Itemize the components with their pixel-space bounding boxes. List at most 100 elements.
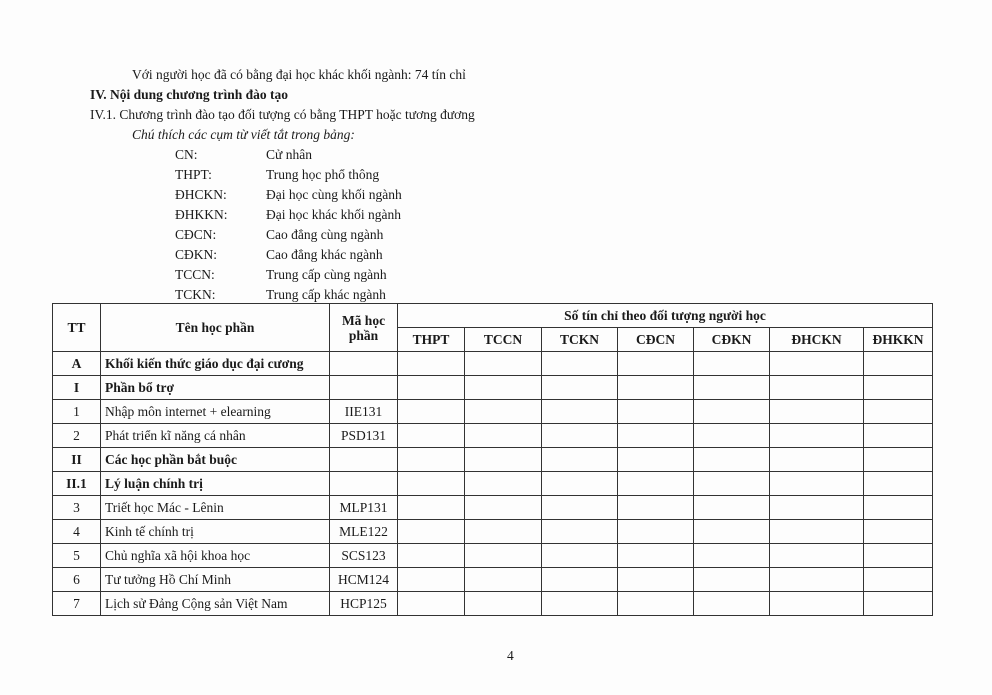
credit-cell xyxy=(541,591,618,616)
row-code: IIE131 xyxy=(329,399,398,424)
legend-meaning: Trung cấp khác ngành xyxy=(266,287,386,302)
credit-cell xyxy=(863,423,933,448)
intro-line: Với người học đã có bằng đại học khác kh… xyxy=(132,67,466,82)
credit-cell xyxy=(863,591,933,616)
table-row: II Các học phần bắt buộc xyxy=(52,447,933,472)
credit-cell xyxy=(617,567,694,592)
header-credits-group: Số tín chỉ theo đối tượng người học xyxy=(397,303,933,328)
row-tt: 3 xyxy=(52,495,101,520)
credit-cell xyxy=(769,471,864,496)
credit-cell xyxy=(464,351,542,376)
credit-cell xyxy=(863,375,933,400)
row-tt: 7 xyxy=(52,591,101,616)
credit-cell xyxy=(863,471,933,496)
row-code xyxy=(329,471,398,496)
header-credit-col: CĐKN xyxy=(693,327,770,352)
header-credit-col: TCKN xyxy=(541,327,618,352)
credit-cell xyxy=(397,495,465,520)
table-row: 6 Tư tưởng Hồ Chí Minh HCM124 xyxy=(52,567,933,592)
row-tt: II xyxy=(52,447,101,472)
credit-cell xyxy=(464,519,542,544)
credit-cell xyxy=(769,447,864,472)
credit-cell xyxy=(693,471,770,496)
table-row: 3 Triết học Mác - Lênin MLP131 xyxy=(52,495,933,520)
table-row: A Khối kiến thức giáo dục đại cương xyxy=(52,351,933,376)
credit-cell xyxy=(769,495,864,520)
row-tt: I xyxy=(52,375,101,400)
header-tt: TT xyxy=(52,303,101,352)
credit-cell xyxy=(541,447,618,472)
credit-cell xyxy=(541,519,618,544)
curriculum-table: TT Tên học phần Mã học phần Số tín chỉ t… xyxy=(52,303,933,616)
legend-abbr: TCCN: xyxy=(175,267,215,282)
credit-cell xyxy=(863,399,933,424)
row-name: Phần bổ trợ xyxy=(100,375,330,400)
header-code: Mã học phần xyxy=(329,303,398,352)
row-tt: 2 xyxy=(52,423,101,448)
legend-meaning: Cao đẳng khác ngành xyxy=(266,247,383,262)
credit-cell xyxy=(693,591,770,616)
credit-cell xyxy=(693,567,770,592)
credit-cell xyxy=(464,447,542,472)
table-row: 5 Chủ nghĩa xã hội khoa học SCS123 xyxy=(52,543,933,568)
credit-cell xyxy=(693,399,770,424)
credit-cell xyxy=(863,567,933,592)
table-row: 7 Lịch sử Đảng Cộng sản Việt Nam HCP125 xyxy=(52,591,933,616)
credit-cell xyxy=(464,423,542,448)
table-row: 1 Nhập môn internet + elearning IIE131 xyxy=(52,399,933,424)
legend-meaning: Cao đẳng cùng ngành xyxy=(266,227,384,242)
credit-cell xyxy=(617,447,694,472)
credit-cell xyxy=(693,495,770,520)
header-credit-col: TCCN xyxy=(464,327,542,352)
legend-abbr: CN: xyxy=(175,147,198,162)
credit-cell xyxy=(464,495,542,520)
row-name: Lịch sử Đảng Cộng sản Việt Nam xyxy=(100,591,330,616)
subsection-title: IV.1. Chương trình đào tạo đối tượng có … xyxy=(90,107,475,122)
credit-cell xyxy=(541,423,618,448)
row-tt: 1 xyxy=(52,399,101,424)
credit-cell xyxy=(693,519,770,544)
credit-cell xyxy=(769,375,864,400)
legend-abbr: TCKN: xyxy=(175,287,216,302)
credit-cell xyxy=(397,351,465,376)
row-code xyxy=(329,375,398,400)
credit-cell xyxy=(464,543,542,568)
row-code: HCP125 xyxy=(329,591,398,616)
credit-cell xyxy=(769,519,864,544)
row-tt: II.1 xyxy=(52,471,101,496)
credit-cell xyxy=(617,399,694,424)
credit-cell xyxy=(693,423,770,448)
credit-cell xyxy=(617,591,694,616)
row-code xyxy=(329,447,398,472)
legend-meaning: Đại học cùng khối ngành xyxy=(266,187,402,202)
credit-cell xyxy=(617,423,694,448)
credit-cell xyxy=(863,351,933,376)
row-code: HCM124 xyxy=(329,567,398,592)
credit-cell xyxy=(397,591,465,616)
credit-cell xyxy=(693,447,770,472)
credit-cell xyxy=(617,519,694,544)
row-code: PSD131 xyxy=(329,423,398,448)
legend-meaning: Đại học khác khối ngành xyxy=(266,207,401,222)
credit-cell xyxy=(464,567,542,592)
credit-cell xyxy=(769,591,864,616)
credit-cell xyxy=(464,399,542,424)
credit-cell xyxy=(863,519,933,544)
legend-meaning: Trung cấp cùng ngành xyxy=(266,267,387,282)
credit-cell xyxy=(541,567,618,592)
credit-cell xyxy=(769,543,864,568)
credit-cell xyxy=(769,423,864,448)
credit-cell xyxy=(617,351,694,376)
credit-cell xyxy=(397,399,465,424)
section-title: IV. Nội dung chương trình đào tạo xyxy=(90,87,289,102)
page-number: 4 xyxy=(507,648,514,663)
row-name: Kinh tế chính trị xyxy=(100,519,330,544)
row-tt: A xyxy=(52,351,101,376)
credit-cell xyxy=(464,471,542,496)
credit-cell xyxy=(693,375,770,400)
credit-cell xyxy=(769,399,864,424)
credit-cell xyxy=(863,447,933,472)
row-name: Khối kiến thức giáo dục đại cương xyxy=(100,351,330,376)
credit-cell xyxy=(397,423,465,448)
credit-cell xyxy=(397,447,465,472)
